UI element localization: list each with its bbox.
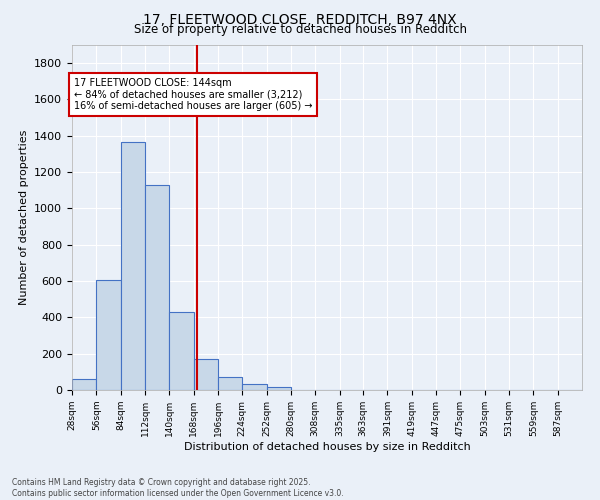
Bar: [218, 378, 242, 390]
Bar: [194, 359, 218, 390]
Bar: [266, 388, 291, 390]
Y-axis label: Number of detached properties: Number of detached properties: [19, 130, 29, 305]
X-axis label: Distribution of detached houses by size in Redditch: Distribution of detached houses by size …: [184, 442, 470, 452]
Text: 17, FLEETWOOD CLOSE, REDDITCH, B97 4NX: 17, FLEETWOOD CLOSE, REDDITCH, B97 4NX: [143, 12, 457, 26]
Bar: [145, 185, 169, 390]
Bar: [169, 312, 194, 390]
Text: Size of property relative to detached houses in Redditch: Size of property relative to detached ho…: [133, 22, 467, 36]
Text: Contains HM Land Registry data © Crown copyright and database right 2025.
Contai: Contains HM Land Registry data © Crown c…: [12, 478, 344, 498]
Bar: [97, 280, 121, 390]
Text: 17 FLEETWOOD CLOSE: 144sqm
← 84% of detached houses are smaller (3,212)
16% of s: 17 FLEETWOOD CLOSE: 144sqm ← 84% of deta…: [74, 78, 312, 111]
Bar: [242, 384, 266, 390]
Bar: [121, 142, 145, 390]
Bar: [72, 379, 97, 390]
